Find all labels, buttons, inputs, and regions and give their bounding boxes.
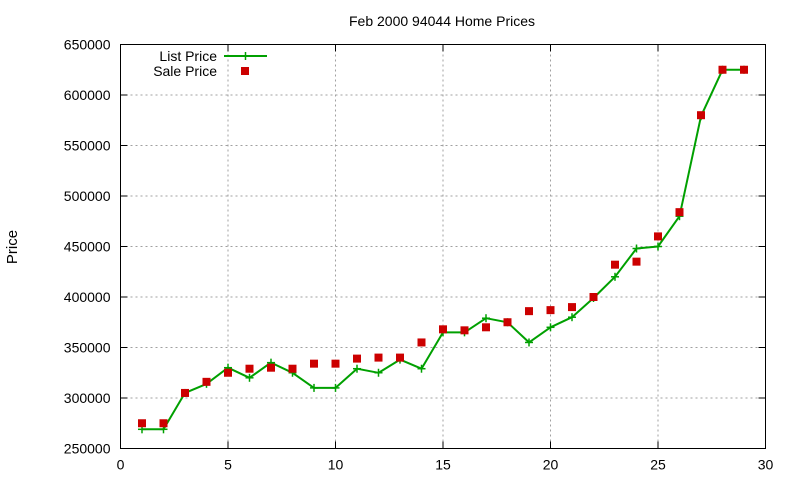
- data-point-plus: [374, 368, 383, 377]
- legend-label-sale-price: Sale Price: [153, 63, 217, 79]
- data-point-square: [439, 325, 447, 334]
- y-tick-label: 450000: [64, 239, 111, 255]
- data-point-plus: [417, 364, 426, 373]
- y-tick-label: 250000: [64, 441, 111, 457]
- y-axis-label: Price: [4, 230, 21, 264]
- series: [138, 65, 748, 434]
- chart-title: Feb 2000 94044 Home Prices: [349, 13, 535, 29]
- data-point-plus: [310, 383, 318, 392]
- data-point-square: [632, 257, 641, 266]
- data-point-square: [589, 293, 598, 301]
- data-point-plus: [568, 313, 576, 322]
- data-point-square: [331, 359, 340, 368]
- data-point-square: [675, 208, 684, 217]
- legend-plus-mark: [241, 52, 250, 60]
- y-tick-label: 500000: [64, 188, 111, 204]
- data-point-plus: [654, 242, 662, 251]
- x-tick-label: 30: [758, 457, 774, 473]
- y-tick-label: 650000: [64, 37, 111, 53]
- y-tick-label: 350000: [64, 340, 111, 356]
- data-point-square: [374, 353, 383, 362]
- data-point-square: [482, 323, 490, 332]
- data-point-square: [417, 338, 426, 347]
- legend-label-list-price: List Price: [159, 48, 217, 64]
- x-tick-label: 25: [650, 457, 666, 473]
- legend-marker-list-price: [241, 52, 250, 60]
- x-tick-labels: 0 5 10 15 20 25 30: [117, 457, 774, 473]
- data-point-square: [396, 353, 404, 362]
- data-point-square: [138, 419, 146, 428]
- data-point-square: [267, 363, 275, 372]
- plot-frame: [120, 44, 766, 449]
- data-point-square: [654, 232, 662, 241]
- y-tick-label: 600000: [64, 87, 111, 103]
- grid-lines: [120, 44, 766, 449]
- data-point-square: [288, 364, 297, 373]
- x-tick-label: 0: [117, 457, 125, 473]
- data-point-square: [546, 306, 555, 315]
- data-point-square: [353, 354, 361, 363]
- data-point-square: [611, 260, 619, 269]
- data-point-square: [525, 307, 533, 316]
- data-point-square: [159, 419, 168, 428]
- data-point-square: [568, 303, 576, 312]
- x-tick-label: 20: [543, 457, 559, 473]
- y-tick-label: 300000: [64, 390, 111, 406]
- data-point-square: [181, 388, 189, 397]
- data-point-square: [503, 318, 512, 327]
- data-point-square: [310, 359, 318, 368]
- data-point-square: [202, 377, 211, 386]
- y-tick-label: 550000: [64, 138, 111, 154]
- data-point-plus: [482, 314, 490, 323]
- data-point-square: [224, 368, 232, 377]
- legend: List Price Sale Price: [153, 48, 267, 79]
- series-sale-price: [138, 65, 748, 428]
- x-tick-label: 15: [435, 457, 451, 473]
- legend-marker-sale-price: [241, 67, 249, 75]
- x-tick-label: 10: [328, 457, 344, 473]
- data-point-plus: [525, 338, 533, 347]
- data-point-square: [245, 364, 254, 373]
- data-point-square: [460, 326, 469, 335]
- data-point-plus: [353, 364, 361, 373]
- data-point-plus: [546, 323, 555, 332]
- data-point-plus: [632, 244, 641, 253]
- data-point-square: [718, 65, 727, 74]
- data-point-plus: [245, 373, 254, 382]
- y-tick-label: 400000: [64, 289, 111, 305]
- data-point-square: [740, 65, 748, 74]
- y-tick-labels: 250000 300000 350000 400000 450000 500000 5500…: [64, 37, 111, 457]
- data-point-plus: [611, 272, 619, 281]
- data-point-square: [697, 111, 705, 120]
- x-tick-label: 5: [224, 457, 232, 473]
- data-point-plus: [331, 383, 340, 392]
